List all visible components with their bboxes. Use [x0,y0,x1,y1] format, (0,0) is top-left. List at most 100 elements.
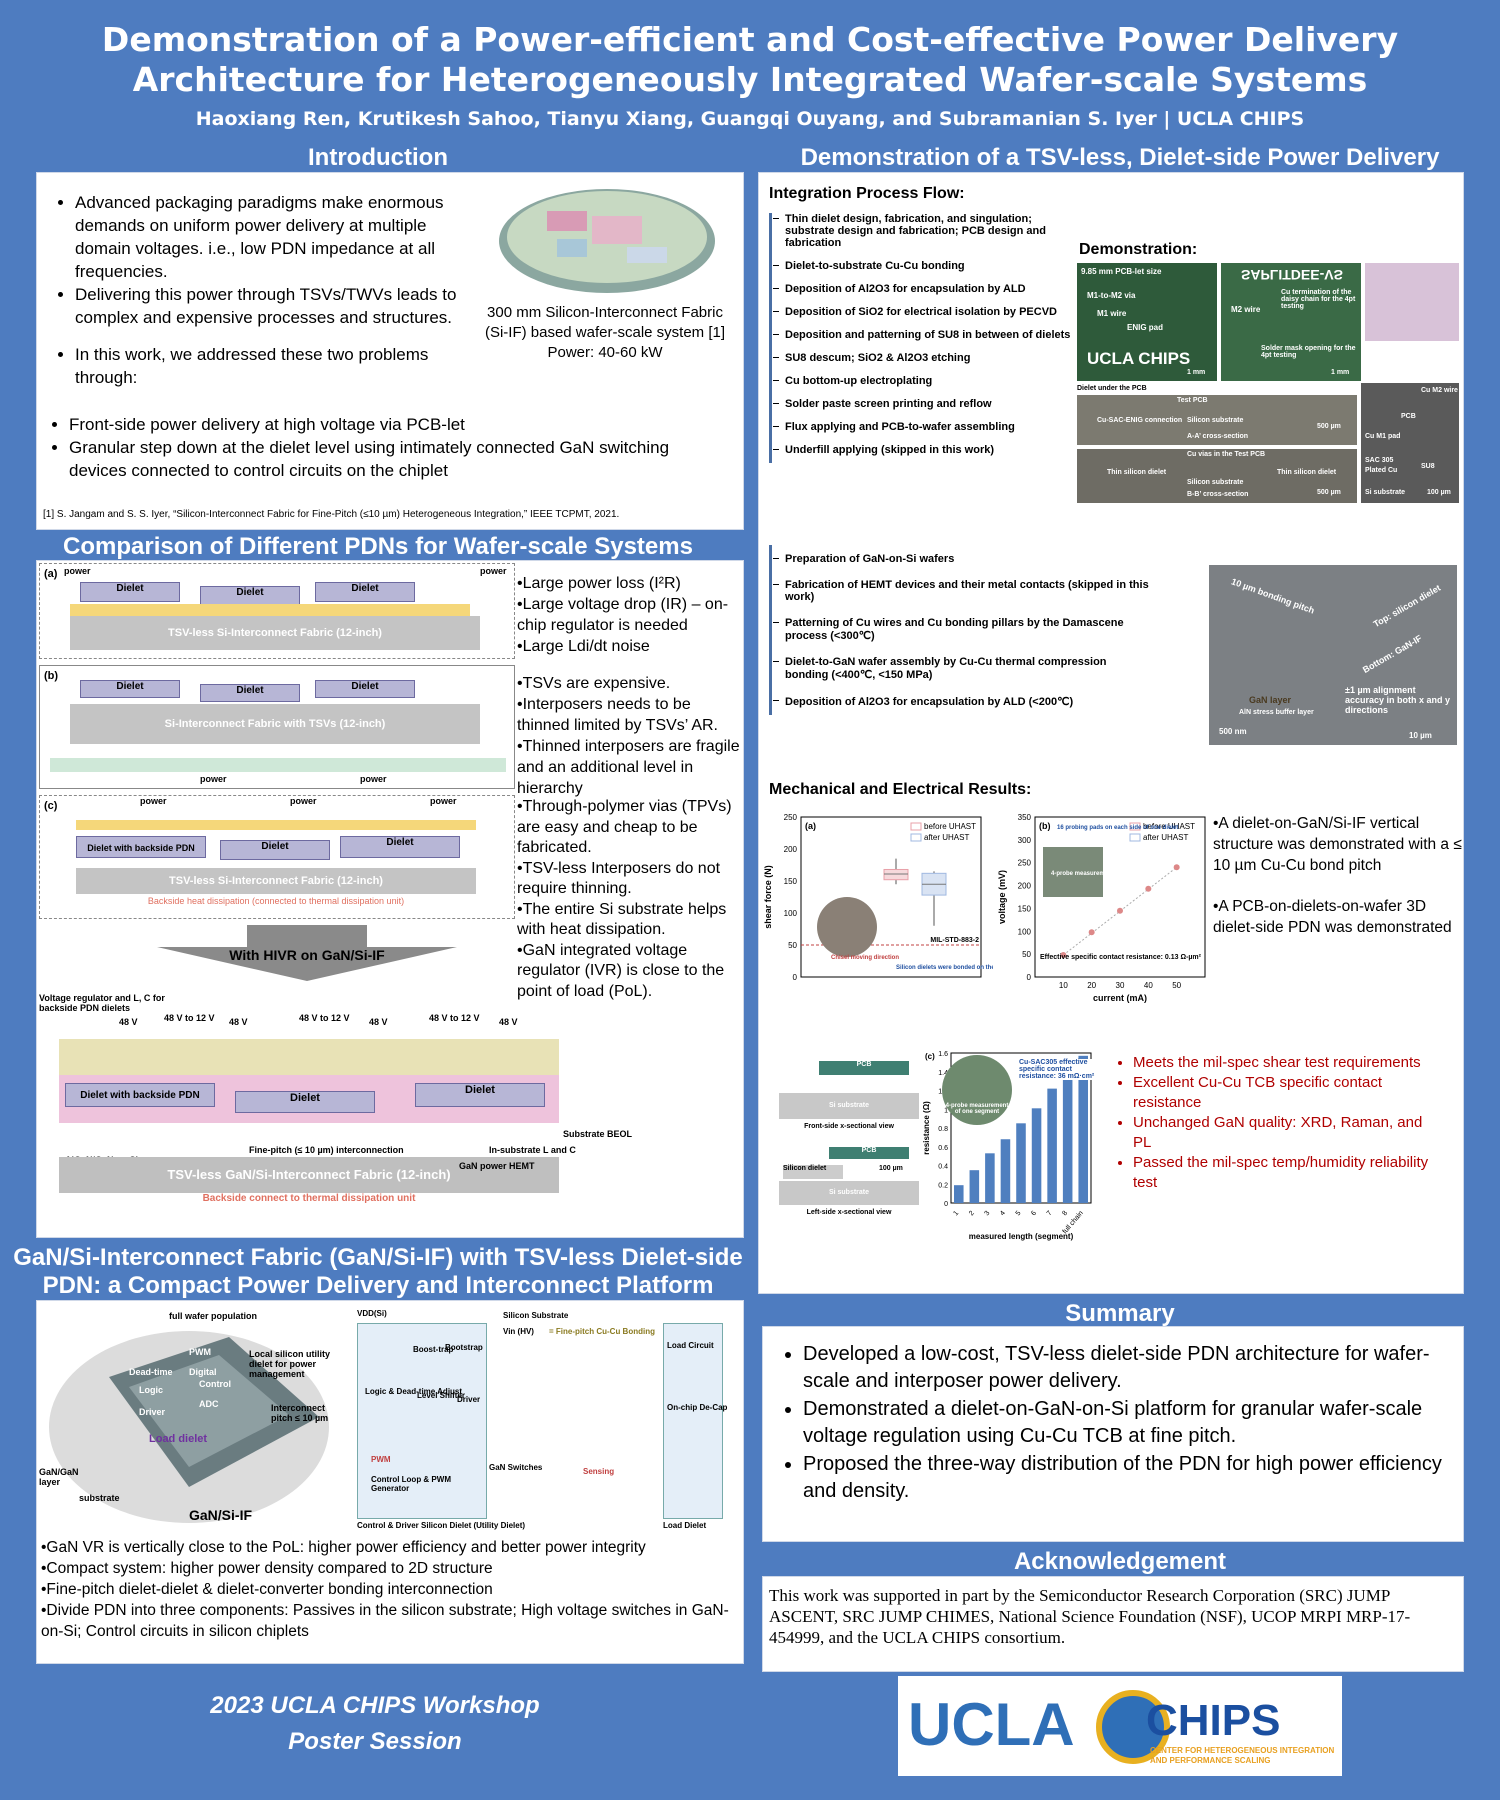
legend-label: before UHAST [924,822,976,831]
footer-workshop: 2023 UCLA CHIPS Workshop Poster Session [160,1688,590,1760]
caption-line: 300 mm Silicon-Interconnect Fabric [487,304,723,321]
photo-a: 9.85 mm PCB-let size M1-to-M2 via M1 wir… [1077,263,1217,381]
data-point [1173,864,1180,871]
photo-label: Cu-SAC-ENIG connection [1097,417,1183,424]
dielet: Dielet [200,684,300,702]
vr-note: Voltage regulator and L, C for backside … [39,993,165,1013]
circuit-label: Control & Driver Silicon Dielet (Utility… [357,1521,526,1530]
gan-wafer-figure: full wafer population Local silicon util… [39,1307,349,1535]
pdn-b-label: (b) [44,670,59,682]
tick-label: 250 [1018,859,1032,868]
intro-bullet: In this work, we addressed these two pro… [75,343,477,389]
legend-swatch [910,833,922,842]
note: •Large power loss (I²R) [517,575,681,592]
wafer-label: Control [199,1379,231,1389]
voltage-label: 48 V [119,1017,138,1027]
xs-label: Silicon dielet [783,1165,843,1179]
wafer-label: Interconnect pitch ≤ 10 µm [271,1403,329,1423]
wafer-label: GaN/GaN layer [39,1467,79,1487]
pdn-c-notes: •Through-polymer vias (TPVs) are easy an… [517,797,741,1002]
tick-label: 10 [1059,981,1068,990]
gan-bullet: •Compact system: higher power density co… [41,1560,493,1577]
bar [954,1185,964,1203]
bar [1078,1055,1088,1203]
photo-label: 9.85 mm PCB-let size [1081,267,1162,276]
intro-title: Introduction [308,144,448,171]
voltage-label: 48 V to 12 V [164,1013,215,1023]
tick-label: 0.6 [938,1145,948,1152]
gan-title-line: GaN/Si-Interconnect Fabric (GaN/Si-IF) w… [13,1244,743,1271]
power-label: power [480,566,507,576]
summary-title: Summary [1065,1300,1175,1327]
red-bullet: Unchanged GaN quality: XRD, Raman, and P… [1133,1113,1435,1153]
flow-line [769,213,772,463]
circuit-label: Bootstrap [445,1343,483,1352]
flow-step: Solder paste screen printing and reflow [771,398,1071,410]
bar [969,1170,980,1203]
pcb-let-layer [76,820,476,830]
title-line-1: Demonstration of a Power-efficient and C… [101,20,1399,59]
demonstration-title: Demonstration: [1079,241,1198,258]
panel-label: (a) [805,821,816,831]
flow-step: Deposition of Al2O3 for encapsulation by… [771,695,1151,708]
hivr-arrow: With HIVR on GaN/Si-IF [157,925,457,981]
fabric: TSV-less Si-Interconnect Fabric (12-inch… [76,868,476,894]
sem-label: ±1 µm alignment accuracy in both x and y… [1345,685,1451,715]
tick-label: 40 [1144,981,1153,990]
flow-step: SU8 descum; SiO2 & Al2O3 etching [771,352,1071,364]
tick-label: 1 [952,1210,960,1218]
backside-note: Backside heat dissipation (connected to … [147,896,405,906]
bar [1062,1071,1073,1203]
intro-bullets: Advanced packaging paradigms make enormo… [47,191,477,389]
summary-panel: Developed a low-cost, TSV-less dielet-si… [762,1326,1464,1542]
inset-photo [1043,847,1103,897]
finepitch-label: Fine-pitch (≤ 10 µm) interconnection [249,1145,404,1155]
note: •TSV-less Interposers do not require thi… [517,859,721,898]
circuit-figure: VDD(Si) Boost-trap Bootstrap Logic & Dea… [353,1307,741,1533]
left-xs: PCB Silicon dielet 100 µm Si substrate L… [779,1143,919,1223]
pcb-layer [59,1039,559,1075]
results-red-bullets: Meets the mil-spec shear test requiremen… [1105,1053,1435,1193]
beol-label: Substrate BEOL [563,1129,633,1139]
wafer-image [487,181,727,301]
photo-label: SAPLITDEE-VS [1241,267,1343,283]
scale-label: 1 mm [1331,369,1350,376]
insub-label: In-substrate L and C [489,1145,576,1155]
tick-label: 1.6 [938,1051,948,1058]
hemt-label: GaN power HEMT [459,1161,535,1171]
dielet: Dielet [200,586,300,606]
box [883,868,909,881]
photo-label: ENIG pad [1127,323,1164,332]
pdn-a-figure: (a) power power Dielet Dielet Dielet TSV… [39,563,515,659]
logo-sub: AND PERFORMANCE SCALING [1150,1756,1271,1765]
pdn-c-figure: (c) power power power Dielet with backsi… [39,795,515,919]
pdn-c-label: (c) [44,800,58,812]
photo-label: Cu termination of the daisy chain for th… [1281,289,1356,310]
result-note: •A dielet-on-GaN/Si-IF vertical structur… [1213,815,1462,874]
wafer-label: GaN/Si-IF [189,1507,253,1523]
bar [1031,1108,1042,1203]
scale-label: 1 mm [1187,369,1206,376]
annotation: Silicon dielets were bonded on the GaN-I… [896,965,993,971]
logo-sub: CENTER FOR HETEROGENEOUS INTEGRATION [1150,1746,1335,1755]
tick-label: 0.8 [938,1126,948,1133]
annotation: Effective specific contact resistance: 0… [1040,954,1202,961]
inset-photo [817,897,877,957]
pdn-b-notes: •TSVs are expensive. •Interposers needs … [517,673,741,799]
photo-label: Plated Cu [1365,467,1398,474]
xs-label: PCB [819,1061,909,1075]
circuit-label: Load Dielet [663,1521,707,1530]
scale-label: 500 µm [1317,489,1341,496]
backside-note: Backside connect to thermal dissipation … [202,1193,416,1204]
mech-title: Mechanical and Electrical Results: [769,781,1032,798]
logo-ucla: UCLA [908,1691,1075,1758]
gan-bullet: •GaN VR is vertically close to the PoL: … [41,1539,646,1556]
xs-label: Si substrate [779,1181,919,1205]
shear-force-chart: (a) 0 50 100 150 200 250 shear force (N) before … [763,813,993,982]
flow-title: Integration Process Flow: [769,185,965,202]
voltage-label: 48 V [369,1017,388,1027]
photo-d: Test PCB Cu-SAC-ENIG connection Silicon … [1077,395,1357,445]
contact-resistance-note: Cu-SAC305 effective specific contact res… [1019,1059,1099,1080]
photo-label: B-B’ cross-section [1187,491,1249,498]
